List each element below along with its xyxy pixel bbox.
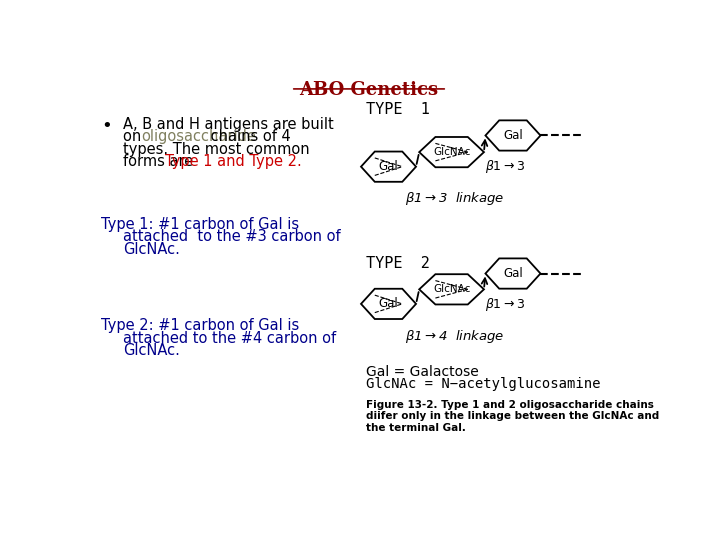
Text: Type 2: #1 carbon of Gal is: Type 2: #1 carbon of Gal is <box>101 319 300 333</box>
Polygon shape <box>361 152 416 182</box>
Polygon shape <box>419 274 484 305</box>
Text: Gal: Gal <box>379 160 398 173</box>
Text: oligosaccharide: oligosaccharide <box>141 129 256 144</box>
Text: $\beta$1$\rightarrow$4  linkage: $\beta$1$\rightarrow$4 linkage <box>405 328 505 345</box>
Text: Gal: Gal <box>503 129 523 142</box>
Text: $\beta$1$\rightarrow$3: $\beta$1$\rightarrow$3 <box>485 158 526 176</box>
Text: GlcNAc = N−acetylglucosamine: GlcNAc = N−acetylglucosamine <box>366 377 600 392</box>
Text: GlcNAc: GlcNAc <box>433 147 470 157</box>
Text: •: • <box>101 117 112 135</box>
Text: GlcNAc.: GlcNAc. <box>124 343 180 359</box>
Text: $\beta$1$\rightarrow$3: $\beta$1$\rightarrow$3 <box>485 295 526 313</box>
Text: chains of 4: chains of 4 <box>205 129 290 144</box>
Text: $\beta$1$\rightarrow$3  linkage: $\beta$1$\rightarrow$3 linkage <box>405 191 505 207</box>
Text: Gal: Gal <box>379 298 398 310</box>
Text: A, B and H antigens are built: A, B and H antigens are built <box>124 117 334 132</box>
Text: Type 1 and Type 2.: Type 1 and Type 2. <box>165 154 302 169</box>
Polygon shape <box>485 259 541 289</box>
Text: Figure 13-2. Type 1 and 2 oligosaccharide chains
diifer only in the linkage betw: Figure 13-2. Type 1 and 2 oligosaccharid… <box>366 400 660 433</box>
Text: forms are: forms are <box>124 154 198 169</box>
Text: Gal: Gal <box>503 267 523 280</box>
Text: TYPE  1: TYPE 1 <box>366 102 430 117</box>
Text: attached to the #4 carbon of: attached to the #4 carbon of <box>124 331 337 346</box>
Polygon shape <box>485 120 541 151</box>
Text: Type 1: #1 carbon of Gal is: Type 1: #1 carbon of Gal is <box>101 217 300 232</box>
Text: on: on <box>124 129 146 144</box>
Text: TYPE  2: TYPE 2 <box>366 256 430 271</box>
Text: GlcNAc: GlcNAc <box>433 285 470 294</box>
Text: Gal = Galactose: Gal = Galactose <box>366 365 479 379</box>
Text: types. The most common: types. The most common <box>124 141 310 157</box>
Text: ABO Genetics: ABO Genetics <box>300 82 438 99</box>
Text: GlcNAc.: GlcNAc. <box>124 241 180 256</box>
Polygon shape <box>361 289 416 319</box>
Text: attached  to the #3 carbon of: attached to the #3 carbon of <box>124 229 341 244</box>
Polygon shape <box>419 137 484 167</box>
